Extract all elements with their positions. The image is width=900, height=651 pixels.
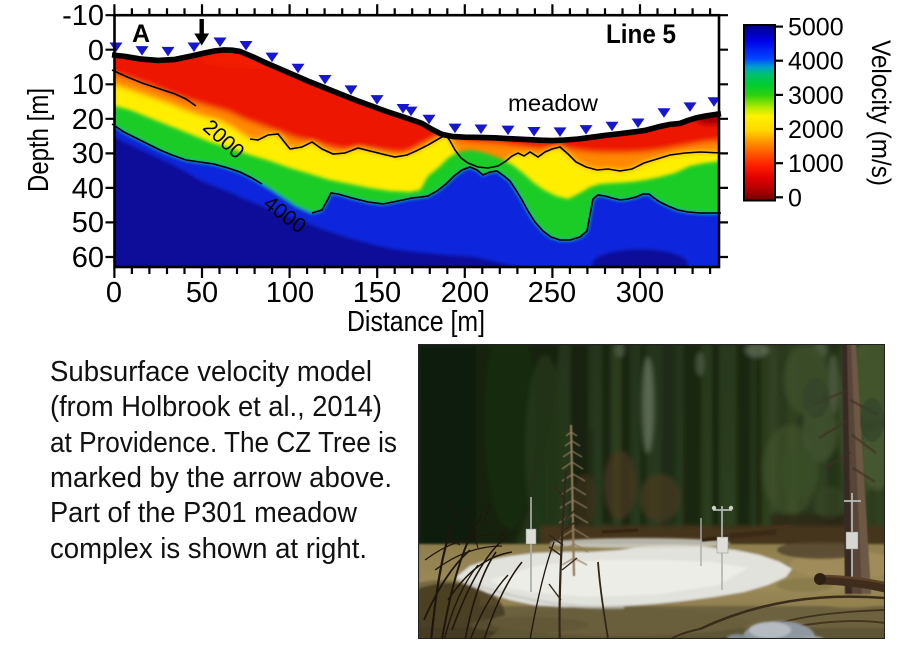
svg-text:Velocity (m/s): Velocity (m/s) [866, 40, 896, 186]
svg-text:250: 250 [528, 277, 576, 309]
svg-text:Line 5: Line 5 [606, 19, 676, 49]
svg-text:1000: 1000 [788, 150, 844, 178]
svg-text:3000: 3000 [788, 82, 844, 110]
svg-text:150: 150 [353, 277, 401, 309]
svg-text:Depth [m]: Depth [m] [23, 88, 55, 192]
svg-text:Part of the P301 meadow: Part of the P301 meadow [50, 497, 357, 529]
svg-text:complex is shown at right.: complex is shown at right. [50, 533, 367, 565]
svg-text:60: 60 [72, 242, 104, 274]
svg-text:0: 0 [88, 35, 104, 67]
svg-text:(from Holbrook et al., 2014): (from Holbrook et al., 2014) [50, 391, 382, 423]
svg-text:marked by the arrow above.: marked by the arrow above. [50, 462, 392, 494]
svg-text:4000: 4000 [788, 48, 844, 76]
svg-text:40: 40 [72, 173, 104, 205]
svg-text:100: 100 [266, 277, 314, 309]
svg-text:200: 200 [441, 277, 489, 309]
svg-text:2000: 2000 [788, 116, 844, 144]
svg-text:20: 20 [72, 104, 104, 136]
svg-text:50: 50 [72, 207, 104, 239]
svg-text:0: 0 [106, 277, 122, 309]
svg-text:at Providence. The CZ Tree is: at Providence. The CZ Tree is [50, 427, 397, 459]
svg-text:5000: 5000 [788, 14, 844, 42]
svg-text:0: 0 [788, 184, 802, 212]
svg-text:10: 10 [72, 69, 104, 101]
svg-text:Subsurface velocity model: Subsurface velocity model [50, 356, 372, 388]
svg-text:-10: -10 [62, 0, 104, 32]
svg-text:50: 50 [186, 277, 218, 309]
svg-text:meadow: meadow [508, 90, 598, 116]
svg-text:A: A [132, 20, 150, 48]
svg-text:30: 30 [72, 138, 104, 170]
svg-text:Distance [m]: Distance [m] [347, 306, 485, 338]
svg-text:300: 300 [616, 277, 664, 309]
